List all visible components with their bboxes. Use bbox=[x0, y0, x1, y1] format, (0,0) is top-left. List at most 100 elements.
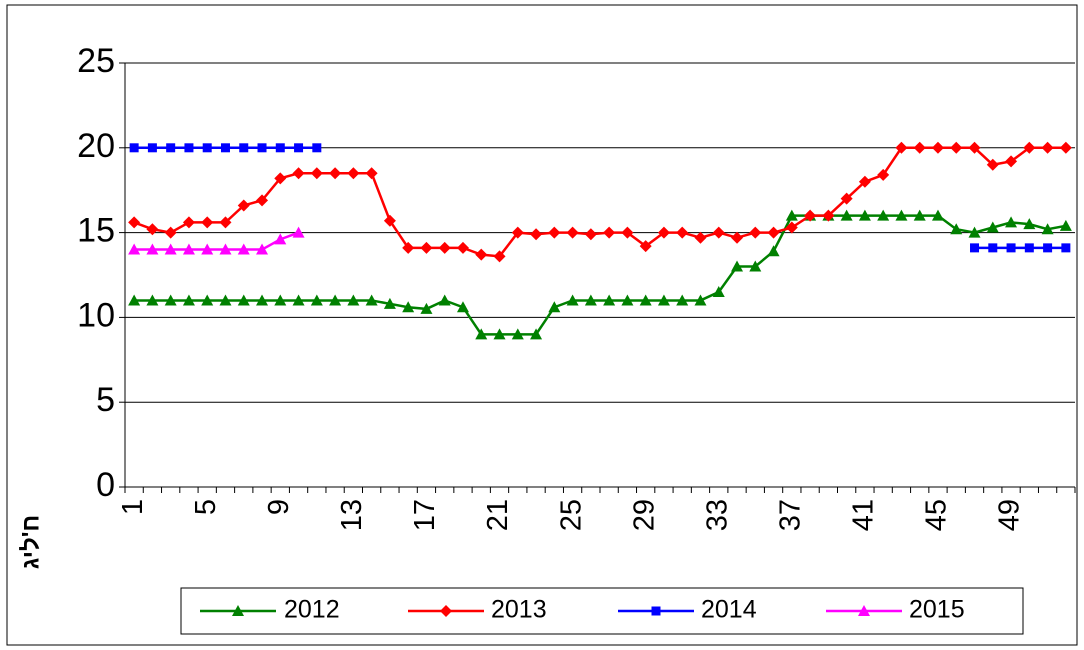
x-tick-label: 41 bbox=[848, 499, 880, 531]
marker bbox=[731, 231, 744, 244]
x-tick-label: 45 bbox=[921, 499, 953, 531]
marker bbox=[931, 209, 944, 221]
marker bbox=[749, 260, 762, 272]
marker bbox=[785, 221, 798, 234]
marker bbox=[493, 328, 506, 340]
y-tick-label: 0 bbox=[96, 466, 115, 504]
marker bbox=[219, 243, 232, 255]
marker bbox=[931, 141, 944, 154]
marker bbox=[584, 228, 597, 241]
marker bbox=[694, 294, 707, 306]
marker bbox=[950, 141, 963, 154]
series-line bbox=[134, 214, 1067, 336]
x-tick-label: 33 bbox=[701, 499, 733, 531]
marker bbox=[184, 143, 194, 153]
y-tick-label: 25 bbox=[77, 42, 115, 80]
marker bbox=[219, 216, 232, 229]
marker bbox=[988, 243, 998, 253]
marker bbox=[1006, 243, 1016, 253]
marker bbox=[182, 243, 195, 255]
marker bbox=[913, 141, 926, 154]
marker bbox=[237, 199, 250, 212]
marker bbox=[329, 167, 342, 180]
marker bbox=[1024, 243, 1034, 253]
marker bbox=[438, 241, 451, 254]
marker bbox=[256, 194, 269, 207]
marker bbox=[383, 297, 396, 309]
x-tick-label: 5 bbox=[190, 499, 222, 515]
marker bbox=[402, 241, 415, 254]
marker bbox=[840, 209, 853, 221]
marker bbox=[294, 143, 304, 153]
marker bbox=[310, 167, 323, 180]
y-tick-label: 5 bbox=[96, 381, 115, 419]
marker bbox=[292, 167, 305, 180]
marker bbox=[840, 192, 853, 205]
marker bbox=[456, 301, 469, 313]
marker bbox=[329, 294, 342, 306]
marker bbox=[220, 143, 230, 153]
marker bbox=[676, 226, 689, 239]
marker bbox=[986, 221, 999, 233]
marker bbox=[475, 328, 488, 340]
x-tick-label: 29 bbox=[628, 499, 660, 531]
marker bbox=[530, 328, 543, 340]
marker bbox=[164, 294, 177, 306]
x-tick-label: 21 bbox=[482, 499, 514, 531]
marker bbox=[858, 605, 870, 616]
marker bbox=[511, 226, 524, 239]
marker bbox=[128, 216, 141, 229]
marker bbox=[166, 143, 176, 153]
marker bbox=[257, 143, 267, 153]
y-tick-label: 15 bbox=[77, 212, 115, 250]
marker bbox=[146, 243, 159, 255]
legend-label: 2014 bbox=[701, 596, 757, 624]
marker bbox=[621, 294, 634, 306]
marker bbox=[420, 241, 433, 254]
marker bbox=[566, 294, 579, 306]
marker bbox=[712, 285, 725, 297]
marker bbox=[621, 226, 634, 239]
marker bbox=[182, 216, 195, 229]
marker bbox=[1059, 219, 1072, 231]
marker bbox=[657, 226, 670, 239]
marker bbox=[201, 294, 214, 306]
marker bbox=[968, 141, 981, 154]
marker bbox=[858, 209, 871, 221]
marker bbox=[986, 158, 999, 171]
marker bbox=[970, 243, 980, 253]
marker bbox=[1059, 141, 1072, 154]
marker bbox=[1023, 141, 1036, 154]
marker bbox=[639, 240, 652, 253]
marker bbox=[312, 143, 322, 153]
marker bbox=[202, 143, 212, 153]
marker bbox=[164, 226, 177, 239]
marker bbox=[347, 294, 360, 306]
marker bbox=[146, 223, 159, 236]
marker bbox=[548, 226, 561, 239]
marker bbox=[440, 605, 452, 617]
marker bbox=[676, 294, 689, 306]
x-tick-label: 49 bbox=[994, 499, 1026, 531]
marker bbox=[657, 294, 670, 306]
marker bbox=[292, 226, 305, 238]
marker bbox=[858, 175, 871, 188]
marker bbox=[256, 294, 269, 306]
marker bbox=[420, 302, 433, 314]
marker bbox=[129, 143, 139, 153]
marker bbox=[146, 294, 159, 306]
series-line bbox=[134, 231, 299, 251]
marker bbox=[1005, 216, 1018, 228]
marker bbox=[767, 226, 780, 239]
legend-label: 2013 bbox=[491, 596, 547, 624]
marker bbox=[1005, 155, 1018, 168]
marker bbox=[383, 214, 396, 227]
marker bbox=[147, 143, 157, 153]
marker bbox=[767, 245, 780, 257]
marker bbox=[402, 301, 415, 313]
marker bbox=[1041, 141, 1054, 154]
legend-label: 2012 bbox=[284, 596, 340, 624]
marker bbox=[694, 231, 707, 244]
marker bbox=[365, 294, 378, 306]
